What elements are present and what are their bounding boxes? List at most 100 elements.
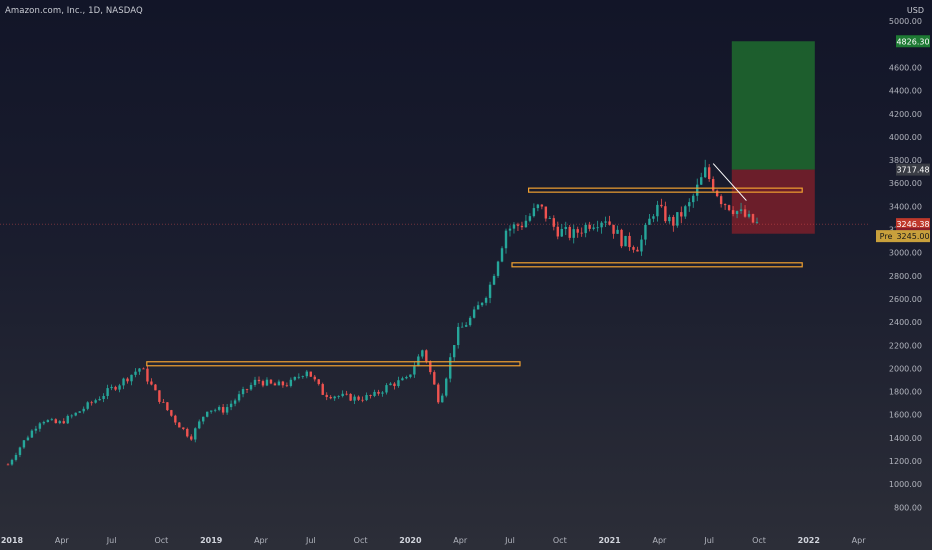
- time-tick-label: Oct: [354, 536, 368, 545]
- candle-body: [305, 371, 308, 377]
- candle-body: [74, 412, 77, 416]
- candle-body: [421, 350, 424, 357]
- candle-body: [182, 427, 185, 429]
- candle-body: [672, 216, 675, 226]
- candle-body: [437, 384, 440, 403]
- time-tick-label: Jul: [703, 536, 714, 545]
- candle-body: [166, 402, 169, 411]
- candle-body: [731, 210, 735, 215]
- candle-body: [249, 384, 253, 390]
- candle-body: [174, 415, 177, 423]
- candle-body: [449, 357, 452, 379]
- candle-body: [194, 428, 197, 440]
- trend-line: [712, 163, 747, 201]
- price-tick-label: 800.00: [894, 503, 922, 512]
- target-price-tag: 4826.30: [896, 37, 929, 46]
- time-tick-label: Apr: [852, 536, 867, 545]
- time-tick-label: Apr: [254, 536, 269, 545]
- last-price-tag-bg: [896, 218, 930, 231]
- price-tick-label: 1600.00: [889, 411, 922, 420]
- candle-body: [413, 366, 416, 375]
- candle-body: [520, 225, 524, 228]
- candle-body: [696, 184, 699, 196]
- price-tick-label: 5000.00: [889, 17, 922, 26]
- candle-body: [377, 391, 380, 394]
- candle-body: [568, 226, 571, 238]
- stop-zone: [731, 169, 815, 234]
- candle-body: [162, 401, 165, 403]
- candle-body: [138, 368, 141, 372]
- candle-body: [751, 214, 755, 223]
- price-axis[interactable]: 800.00 1000.00 1200.00 1400.00 1600.00 1800.0…: [889, 17, 922, 512]
- candle-body: [564, 226, 567, 229]
- candle-body: [393, 383, 396, 387]
- candle-body: [209, 410, 213, 412]
- candle-body: [158, 390, 161, 402]
- candle-body: [14, 454, 18, 460]
- price-tick-label: 4200.00: [889, 110, 922, 119]
- price-tick-label: 1400.00: [889, 434, 922, 443]
- candle-body: [656, 204, 659, 217]
- candle-body: [604, 221, 607, 223]
- candle-body: [692, 195, 695, 203]
- candle-body: [98, 398, 101, 401]
- candle-body: [265, 379, 269, 386]
- candle-body: [369, 395, 372, 396]
- candle-body: [114, 386, 117, 390]
- candle-body: [739, 209, 743, 212]
- candle-body: [217, 407, 221, 410]
- candle-body: [616, 229, 619, 234]
- candle-body: [560, 228, 563, 237]
- candle-body: [711, 179, 715, 191]
- candle-body: [6, 464, 10, 466]
- candle-body: [500, 248, 504, 262]
- candle-body: [516, 224, 520, 226]
- candle-body: [684, 206, 687, 217]
- time-tick-label: Apr: [453, 536, 468, 545]
- candle-body: [154, 384, 157, 391]
- price-tick-label: 4400.00: [889, 87, 922, 96]
- candle-body: [186, 428, 189, 437]
- candle-body: [229, 403, 233, 408]
- candle-body: [496, 261, 500, 276]
- candle-body: [719, 196, 723, 205]
- candle-body: [680, 212, 683, 217]
- pre-price-tag-bg: [896, 230, 930, 243]
- candle-body: [50, 419, 54, 421]
- candle-body: [82, 408, 85, 412]
- time-axis[interactable]: 2018 Apr Jul Oct 2019 Apr Jul Oct 2020 Apr Jul Oct 2…: [1, 536, 866, 545]
- candle-body: [727, 205, 731, 211]
- candle-body: [532, 208, 536, 217]
- candle-body: [349, 393, 352, 401]
- candle-body: [122, 378, 125, 386]
- candle-body: [508, 228, 512, 231]
- candle-body: [86, 402, 89, 409]
- candle-body: [206, 411, 209, 417]
- candle-body: [528, 216, 532, 221]
- candle-body: [441, 395, 444, 403]
- candle-body: [321, 384, 324, 395]
- candle-body: [365, 395, 368, 401]
- price-tick-label: 2400.00: [889, 318, 922, 327]
- candle-body: [221, 407, 225, 413]
- candle-body: [333, 396, 336, 399]
- candle-body: [600, 222, 603, 228]
- candle-body: [18, 447, 22, 455]
- candle-body: [293, 376, 297, 380]
- candle-body: [628, 235, 631, 248]
- candle-body: [237, 394, 241, 401]
- candle-body: [317, 379, 320, 385]
- time-tick-label: 2020: [399, 536, 422, 545]
- candle-body: [269, 379, 273, 384]
- candle-body: [118, 385, 121, 390]
- candle-body: [584, 224, 587, 234]
- candle-body: [110, 386, 113, 389]
- candle-body: [38, 423, 42, 429]
- candle-body: [66, 415, 69, 424]
- candle-body: [46, 420, 50, 423]
- candle-body: [198, 421, 201, 429]
- candle-body: [150, 381, 153, 385]
